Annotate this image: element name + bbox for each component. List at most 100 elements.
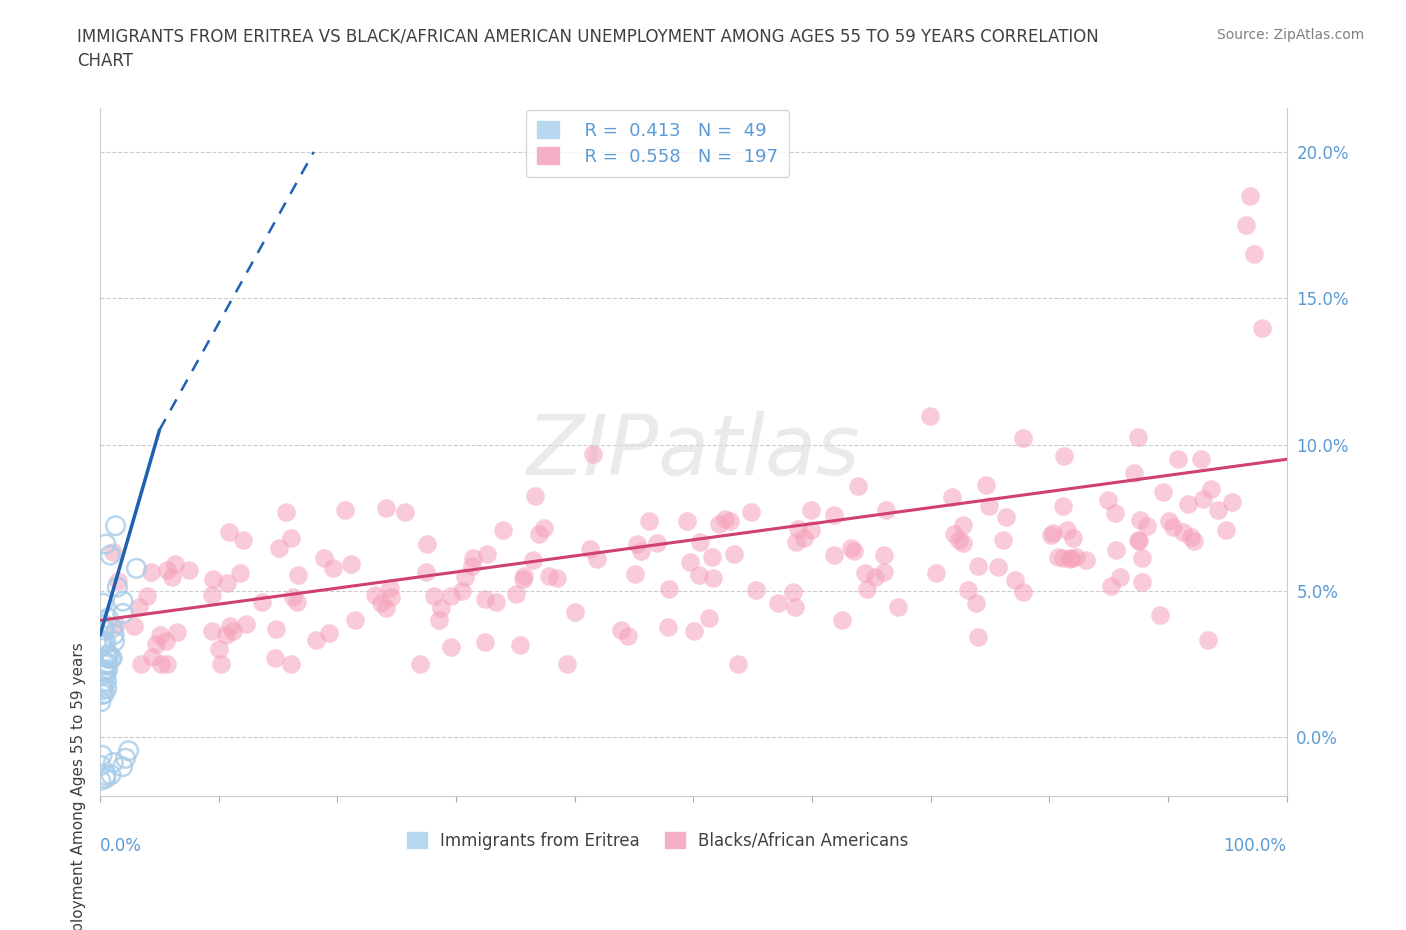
Point (952, 517, 974, 532)
Point (370, 596, 392, 611)
Point (280, 531, 302, 546)
Point (94, 634, 117, 649)
Point (128, 600, 150, 615)
Point (156, 563, 179, 578)
Point (783, 600, 806, 615)
Point (96, 681, 118, 696)
Point (94, 768, 117, 783)
Point (374, 601, 396, 616)
Point (527, 526, 550, 541)
Point (887, 599, 910, 614)
Point (714, 512, 737, 526)
Point (1052, 499, 1074, 514)
Point (340, 557, 363, 572)
Text: IMMIGRANTS FROM ERITREA VS BLACK/AFRICAN AMERICAN UNEMPLOYMENT AMONG AGES 55 TO : IMMIGRANTS FROM ERITREA VS BLACK/AFRICAN… (77, 28, 1099, 70)
Point (966, 558, 988, 573)
Point (94, 658, 117, 672)
Point (1074, 552, 1097, 567)
Point (700, 550, 723, 565)
Point (1128, 430, 1150, 445)
Point (111, 593, 134, 608)
Point (925, 565, 948, 580)
Point (117, 743, 139, 758)
Point (688, 568, 710, 583)
Point (1128, 534, 1150, 549)
Point (873, 547, 896, 562)
Point (1059, 551, 1081, 566)
Point (427, 612, 450, 627)
Text: Source: ZipAtlas.com: Source: ZipAtlas.com (1216, 28, 1364, 42)
Point (333, 502, 356, 517)
Point (855, 565, 877, 580)
Point (145, 637, 167, 652)
Point (1053, 449, 1076, 464)
Point (460, 558, 482, 573)
Point (1099, 578, 1122, 593)
Point (586, 551, 609, 566)
Point (578, 541, 600, 556)
Point (513, 568, 536, 583)
Point (1012, 431, 1035, 445)
Point (96, 651, 118, 666)
Point (1130, 551, 1153, 565)
Point (91, 596, 114, 611)
Point (787, 522, 810, 537)
Point (1066, 550, 1088, 565)
Point (285, 594, 308, 609)
Point (839, 541, 862, 556)
Point (91, 682, 114, 697)
Point (831, 613, 853, 628)
Point (166, 625, 188, 640)
Point (177, 563, 200, 578)
Point (800, 502, 823, 517)
Point (991, 532, 1014, 547)
Point (630, 543, 652, 558)
Point (709, 517, 731, 532)
Point (135, 589, 157, 604)
Point (965, 595, 987, 610)
Point (96, 656, 118, 671)
Point (1056, 523, 1078, 538)
Point (312, 551, 335, 565)
Point (1206, 502, 1229, 517)
Point (683, 624, 706, 639)
Point (267, 540, 290, 555)
Point (103, 755, 125, 770)
Point (415, 565, 437, 579)
Point (942, 526, 965, 541)
Point (94, 666, 117, 681)
Point (281, 590, 304, 604)
Point (564, 604, 586, 619)
Point (274, 504, 297, 519)
Point (416, 536, 439, 551)
Point (1109, 569, 1132, 584)
Point (232, 533, 254, 548)
Point (512, 571, 534, 586)
Point (1180, 530, 1202, 545)
Point (101, 544, 124, 559)
Point (90, 773, 112, 788)
Point (218, 525, 240, 539)
Point (394, 505, 416, 520)
Point (1163, 520, 1185, 535)
Point (537, 568, 560, 583)
Point (1126, 532, 1149, 547)
Point (1136, 518, 1159, 533)
Point (322, 561, 344, 576)
Point (1192, 492, 1215, 507)
Point (100, 651, 122, 666)
Point (98, 548, 121, 563)
Point (1157, 513, 1180, 528)
Point (785, 535, 807, 550)
Point (740, 505, 762, 520)
Point (229, 565, 252, 580)
Point (745, 582, 768, 597)
Point (1129, 512, 1152, 527)
Point (1097, 492, 1119, 507)
Point (250, 595, 273, 610)
Point (782, 585, 804, 600)
Point (1149, 607, 1171, 622)
Point (263, 650, 285, 665)
Point (1189, 452, 1212, 467)
Point (842, 543, 865, 558)
